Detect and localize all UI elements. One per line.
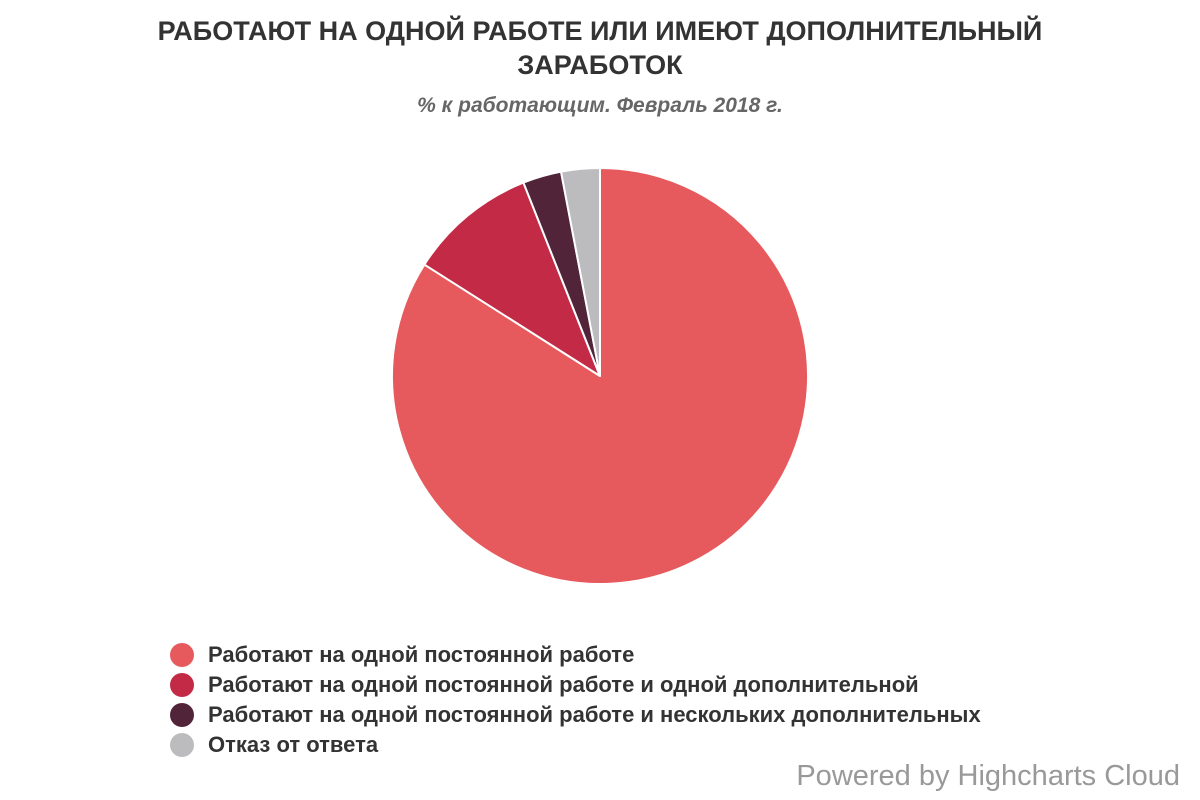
legend-label: Отказ от ответа bbox=[208, 732, 379, 757]
legend-label: Работают на одной постоянной работе bbox=[208, 642, 635, 667]
legend-label: Работают на одной постоянной работе и од… bbox=[208, 672, 919, 697]
pie-slice-2[interactable] bbox=[423, 181, 601, 377]
legend-item-2[interactable]: Работают на одной постоянной работе и од… bbox=[170, 670, 981, 700]
legend-marker-icon bbox=[170, 673, 194, 697]
chart-title: РАБОТАЮТ НА ОДНОЙ РАБОТЕ ИЛИ ИМЕЮТ ДОПОЛ… bbox=[157, 16, 1043, 80]
pie-slice-4[interactable] bbox=[560, 166, 601, 377]
legend-marker-icon bbox=[170, 703, 194, 727]
legend-label: Работают на одной постоянной работе и не… bbox=[208, 702, 981, 727]
legend-item-1[interactable]: Работают на одной постоянной работе bbox=[170, 640, 981, 670]
credits-link[interactable]: Powered by Highcharts Cloud bbox=[796, 760, 1180, 792]
legend-item-3[interactable]: Работают на одной постоянной работе и не… bbox=[170, 700, 981, 730]
legend-marker-icon bbox=[170, 733, 194, 757]
chart-subtitle: % к работающим. Февраль 2018 г. bbox=[417, 94, 783, 117]
legend-item-4[interactable]: Отказ от ответа bbox=[170, 730, 981, 760]
chart-legend: Работают на одной постоянной работе Работ… bbox=[170, 640, 981, 760]
legend-marker-icon bbox=[170, 643, 194, 667]
